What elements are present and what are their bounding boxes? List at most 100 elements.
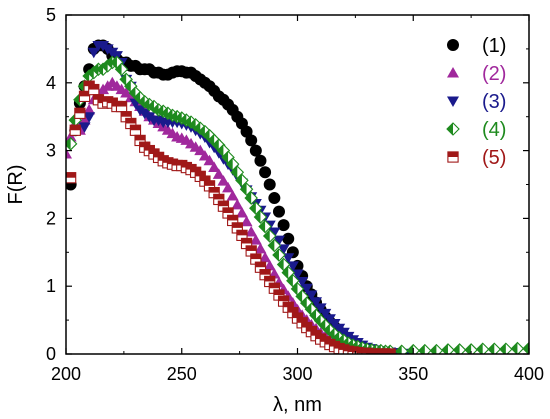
marker-fill	[287, 307, 298, 313]
marker-fill	[499, 343, 506, 354]
marker-shape	[286, 261, 299, 272]
marker-fill	[465, 343, 472, 354]
data-point	[226, 190, 239, 201]
marker-shape	[272, 235, 285, 247]
data-point	[254, 242, 267, 254]
marker-fill	[78, 80, 85, 93]
marker-fill	[292, 312, 303, 319]
x-axis-label: λ, nm	[273, 394, 322, 416]
data-point	[441, 343, 455, 354]
data-point	[268, 192, 281, 205]
data-point	[239, 182, 254, 197]
data-point	[291, 269, 304, 280]
marker-fill	[203, 129, 210, 142]
data-point	[499, 342, 513, 354]
marker-shape	[305, 290, 318, 302]
marker-fill	[93, 94, 104, 100]
marker-fill	[209, 187, 220, 193]
data-point	[277, 244, 290, 255]
marker-fill	[157, 105, 164, 118]
marker-fill	[301, 322, 312, 328]
marker-shape	[208, 161, 221, 173]
plot-area	[66, 39, 529, 354]
marker-shape	[249, 234, 262, 245]
y-axis-label: F(R)	[5, 165, 27, 205]
marker-shape	[235, 206, 248, 218]
marker-fill	[204, 180, 215, 186]
data-point	[83, 103, 96, 115]
data-point	[510, 341, 525, 354]
marker-shape	[222, 181, 235, 193]
marker-fill	[300, 297, 307, 310]
marker-fill	[236, 230, 248, 236]
marker-fill	[208, 134, 215, 147]
data-point	[314, 303, 327, 314]
marker-fill	[125, 118, 136, 124]
marker-shape	[212, 168, 225, 179]
marker-shape	[203, 154, 216, 166]
marker-fill	[152, 103, 159, 116]
data-point	[475, 342, 490, 354]
marker-shape	[83, 112, 96, 123]
marker-fill	[395, 345, 402, 354]
marker-fill	[241, 238, 252, 244]
marker-fill	[106, 56, 113, 69]
marker-fill	[217, 144, 224, 157]
y-tick-label: 4	[46, 73, 56, 93]
marker-fill	[226, 158, 233, 171]
data-point	[212, 168, 225, 179]
x-tick-label: 350	[398, 364, 428, 384]
marker-fill	[314, 314, 321, 327]
data-point	[259, 166, 272, 179]
y-tick-label: 1	[46, 276, 56, 296]
marker-fill	[79, 91, 90, 97]
marker-fill	[74, 108, 85, 114]
marker-shape	[254, 154, 267, 167]
marker-fill	[222, 151, 229, 164]
legend-marker-4	[446, 122, 460, 136]
marker-fill	[88, 84, 99, 90]
legend-marker-3	[447, 96, 459, 107]
data-point	[452, 343, 467, 354]
data-point	[258, 219, 272, 234]
marker-shape	[447, 96, 459, 107]
marker-fill	[278, 296, 289, 302]
marker-fill	[84, 81, 95, 87]
legend-marker-2	[447, 67, 459, 78]
marker-fill	[70, 125, 81, 131]
marker-fill	[263, 230, 270, 243]
marker-fill	[240, 183, 247, 196]
data-point	[217, 175, 230, 186]
marker-fill	[190, 167, 201, 173]
data-point	[244, 191, 258, 205]
legend-marker-1	[447, 39, 459, 51]
data-point	[272, 205, 285, 218]
data-point	[282, 253, 295, 264]
data-point	[282, 232, 295, 245]
marker-fill	[296, 290, 303, 303]
marker-shape	[263, 178, 276, 191]
marker-shape	[259, 166, 272, 179]
marker-shape	[217, 175, 230, 186]
data-point	[203, 154, 216, 166]
marker-fill	[310, 309, 317, 322]
data-point	[487, 342, 502, 354]
marker-shape	[268, 227, 281, 238]
marker-fill	[255, 262, 266, 268]
marker-fill	[66, 172, 76, 178]
y-tick-label: 2	[46, 208, 56, 228]
marker-fill	[143, 98, 150, 111]
marker-shape	[87, 47, 100, 59]
marker-fill	[511, 342, 518, 354]
data-point	[235, 206, 248, 218]
marker-shape	[310, 297, 323, 308]
marker-fill	[259, 269, 271, 275]
marker-fill	[144, 145, 155, 151]
marker-fill	[212, 139, 219, 152]
marker-shape	[66, 131, 77, 142]
marker-fill	[235, 174, 242, 187]
x-tick-label: 300	[282, 364, 312, 384]
data-point	[114, 62, 129, 77]
marker-shape	[447, 39, 459, 51]
data-point	[296, 276, 309, 288]
